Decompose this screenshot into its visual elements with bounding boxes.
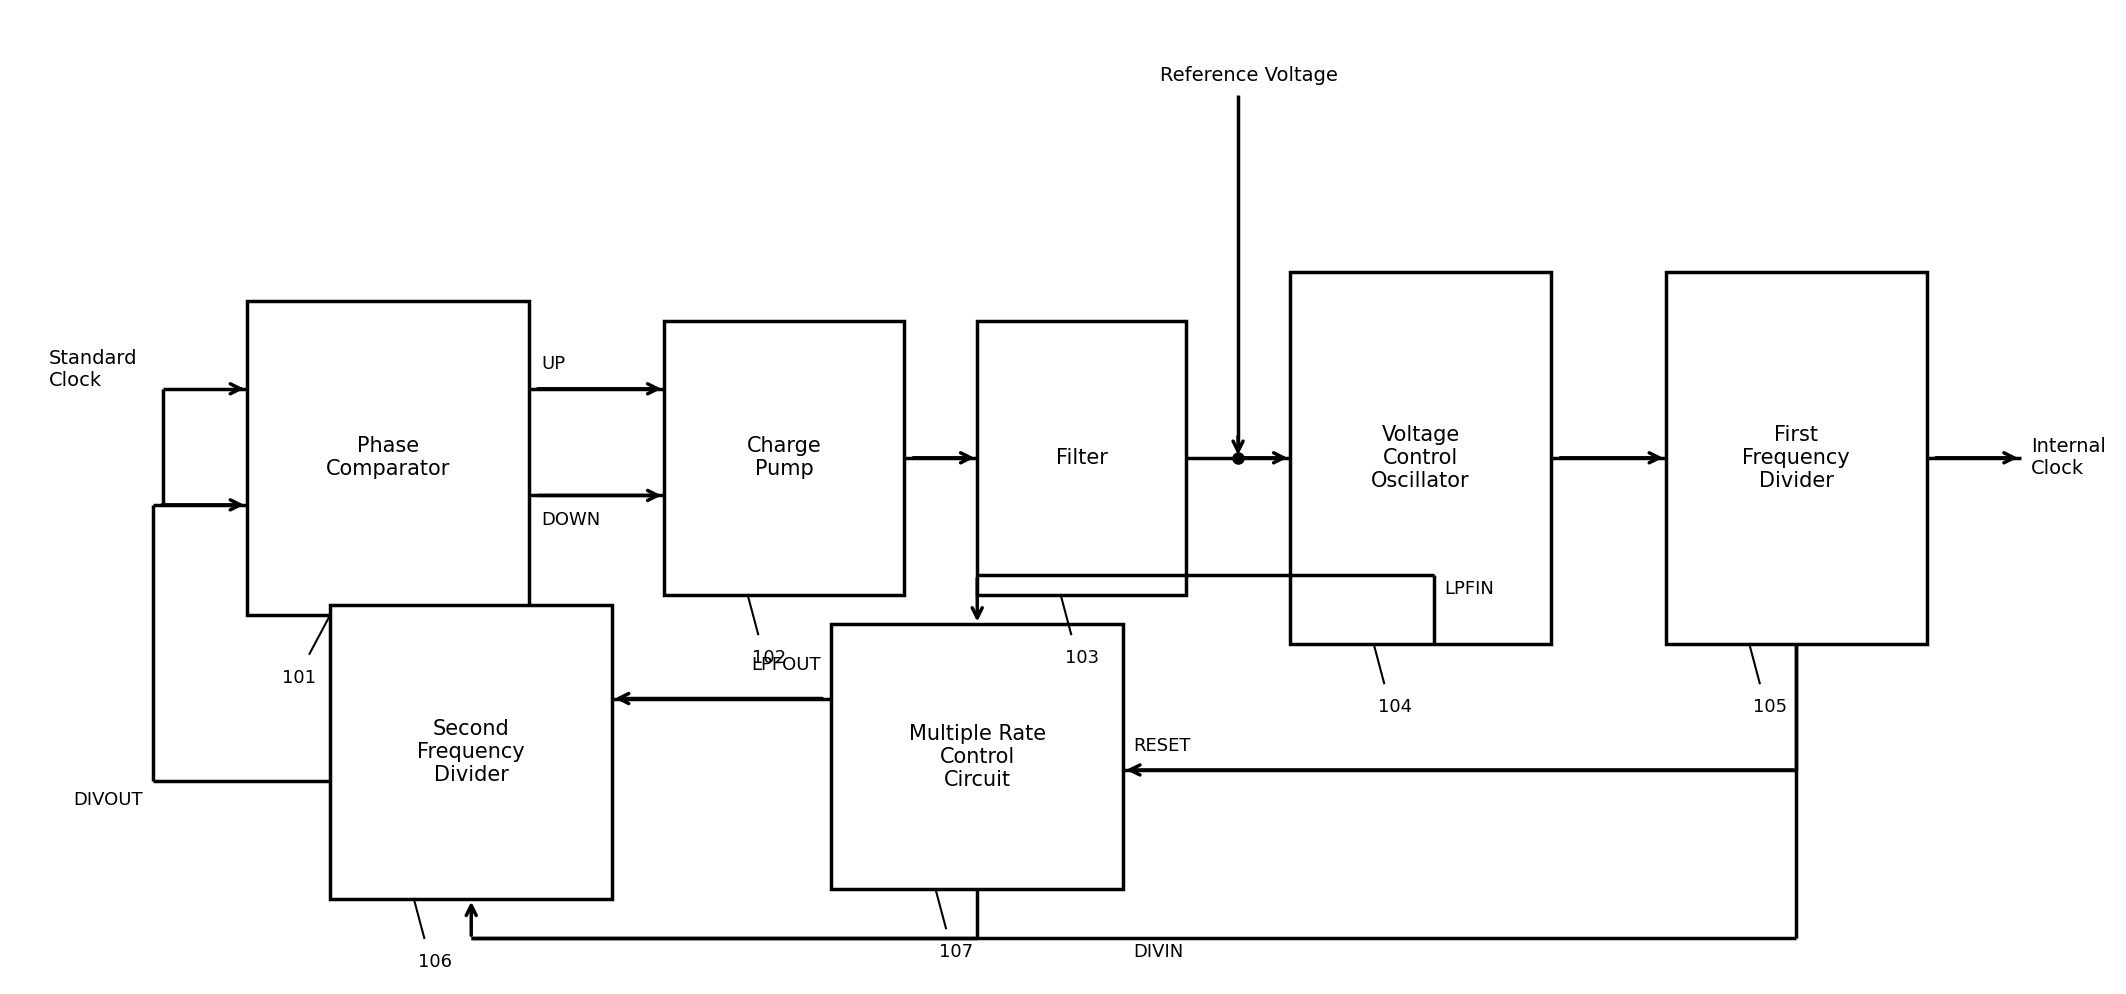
Text: UP: UP: [542, 355, 566, 373]
FancyBboxPatch shape: [663, 321, 904, 595]
Text: 101: 101: [283, 669, 317, 687]
Text: 102: 102: [750, 649, 787, 667]
Text: 103: 103: [1065, 649, 1099, 667]
Text: Second
Frequency
Divider: Second Frequency Divider: [417, 719, 525, 785]
Text: 104: 104: [1378, 698, 1412, 716]
FancyBboxPatch shape: [1290, 271, 1552, 644]
FancyBboxPatch shape: [247, 301, 529, 614]
Text: LPFOUT: LPFOUT: [750, 656, 821, 674]
Text: Multiple Rate
Control
Circuit: Multiple Rate Control Circuit: [908, 724, 1046, 790]
Text: LPFIN: LPFIN: [1444, 580, 1495, 598]
Text: Filter: Filter: [1057, 447, 1108, 468]
FancyBboxPatch shape: [831, 624, 1123, 889]
Text: Voltage
Control
Oscillator: Voltage Control Oscillator: [1371, 424, 1469, 491]
Text: DIVOUT: DIVOUT: [72, 791, 142, 809]
Text: 106: 106: [417, 953, 451, 971]
Text: RESET: RESET: [1133, 738, 1191, 755]
Text: 105: 105: [1754, 698, 1788, 716]
FancyBboxPatch shape: [330, 604, 612, 899]
Text: Standard
Clock: Standard Clock: [49, 349, 138, 390]
Text: Phase
Comparator: Phase Comparator: [325, 436, 451, 479]
Text: 107: 107: [940, 943, 974, 961]
Text: DIVIN: DIVIN: [1133, 943, 1184, 961]
Text: Charge
Pump: Charge Pump: [746, 436, 821, 479]
Text: Internal
Clock: Internal Clock: [2030, 437, 2107, 478]
Text: First
Frequency
Divider: First Frequency Divider: [1743, 424, 1850, 491]
FancyBboxPatch shape: [1667, 271, 1926, 644]
FancyBboxPatch shape: [978, 321, 1186, 595]
Text: Reference Voltage: Reference Voltage: [1159, 67, 1337, 85]
Text: DOWN: DOWN: [542, 511, 600, 529]
